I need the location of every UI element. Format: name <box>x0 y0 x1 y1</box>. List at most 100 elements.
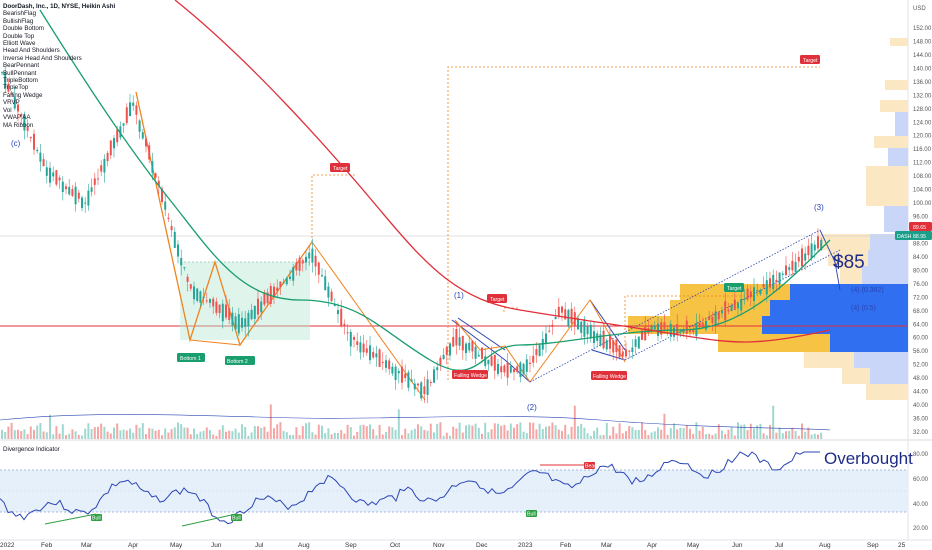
wedge1-badge[interactable]: Falling Wedge <box>452 370 488 379</box>
candle-body <box>778 272 781 285</box>
volume-bar <box>401 435 403 439</box>
price-tick: 32.00 <box>913 430 929 436</box>
volume-bar <box>663 413 666 439</box>
volume-bar <box>221 425 224 439</box>
volume-bar <box>71 429 74 439</box>
price-tick: 104.00 <box>913 188 932 194</box>
volume-bar <box>785 431 787 439</box>
candle-body <box>29 137 32 139</box>
legend-item[interactable]: TripleBottom <box>3 77 38 85</box>
candle-body <box>23 114 26 131</box>
candle-body <box>500 366 503 373</box>
legend-item[interactable]: Elliott Wave <box>3 40 36 48</box>
volume-bar <box>97 426 99 439</box>
price-tick: 152.00 <box>913 26 932 32</box>
volume-bar <box>20 431 23 439</box>
volume-bar <box>4 432 7 439</box>
candle-body <box>279 281 282 288</box>
candle-body <box>497 364 499 374</box>
candle-body <box>324 276 327 291</box>
volume-bar <box>93 427 96 439</box>
volume-bar <box>583 427 586 439</box>
legend-item[interactable]: Falling Wedge <box>3 91 43 99</box>
candle-body <box>586 325 589 335</box>
legend-item[interactable]: VWAP AA <box>3 114 31 122</box>
candle-body <box>685 320 688 334</box>
svg-text:Target: Target <box>490 297 505 303</box>
volume-bar <box>215 435 218 439</box>
volume-bar <box>753 428 755 439</box>
time-tick: Jul <box>775 542 784 549</box>
svg-text:Bull: Bull <box>527 512 536 518</box>
volume-bar <box>794 430 797 439</box>
volume-bar <box>52 434 55 439</box>
volume-bar <box>529 422 531 439</box>
time-tick: Oct <box>390 542 400 549</box>
volume-bar <box>183 427 186 439</box>
target1-badge[interactable]: Target <box>330 163 350 172</box>
candle-body <box>343 323 346 326</box>
target2-badge[interactable]: Target <box>800 55 820 64</box>
main-pane[interactable] <box>0 0 908 440</box>
volume-bar <box>548 426 551 439</box>
candlestick-series <box>1 66 823 404</box>
candle-body <box>289 276 291 280</box>
legend-item[interactable]: BearPennant <box>3 62 40 70</box>
volume-bar <box>500 425 503 439</box>
candle-body <box>516 366 519 373</box>
legend-item[interactable]: Double Bottom <box>3 25 44 33</box>
volume-bar <box>820 432 823 439</box>
price-tick: 112.00 <box>913 161 932 167</box>
candle-body <box>602 330 605 349</box>
volume-bar <box>625 431 627 439</box>
volume-bar <box>385 432 387 439</box>
candle-body <box>589 324 592 339</box>
svg-text:Target: Target <box>803 58 818 64</box>
candle-body <box>298 257 301 271</box>
legend-item[interactable]: BullPennant <box>3 69 37 77</box>
legend-item[interactable]: Vol <box>3 106 12 114</box>
svg-text:Bull: Bull <box>232 516 241 522</box>
bottom2-badge[interactable]: Bottom 2 <box>225 356 255 365</box>
volume-bar <box>810 434 813 439</box>
volume-bar <box>759 423 762 439</box>
volume-bar <box>628 426 631 439</box>
volume-bar <box>186 427 189 439</box>
legend-item[interactable]: MA Ribbon <box>3 121 34 129</box>
volume-bar <box>33 429 35 439</box>
legend-item[interactable]: BearishFlag <box>3 10 37 18</box>
indicator-legend[interactable]: DoorDash, Inc., 1D, NYSE, Heikin Ashi Bea… <box>3 3 115 129</box>
candle-body <box>711 317 714 323</box>
volume-bar <box>55 426 58 439</box>
volume-bar <box>353 435 355 439</box>
candle-body <box>273 286 275 298</box>
target4-badge[interactable]: Target <box>724 283 744 292</box>
legend-item[interactable]: BullishFlag <box>3 17 34 25</box>
legend-item[interactable]: Double Top <box>3 32 35 40</box>
legend-item[interactable]: Inverse Head And Shoulders <box>3 54 82 62</box>
time-tick: May <box>170 542 183 549</box>
svg-text:Falling Wedge: Falling Wedge <box>593 374 626 380</box>
legend-item[interactable]: Head And Shoulders <box>3 47 60 55</box>
bottom1-badge[interactable]: Bottom 1 <box>177 353 205 362</box>
legend-item[interactable]: TripleTop <box>3 84 29 92</box>
candle-body <box>215 301 218 313</box>
wedge2-badge[interactable]: Falling Wedge <box>591 371 627 380</box>
target3-badge[interactable]: Target <box>487 294 507 303</box>
volume-bar <box>119 430 122 439</box>
volume-bar <box>554 425 557 439</box>
candle-body <box>295 262 298 271</box>
volume-bar <box>577 426 579 439</box>
volume-bar <box>647 435 650 439</box>
volume-bar <box>228 430 231 439</box>
volume-bar <box>65 435 67 439</box>
price-axis[interactable]: 152.00 148.00 144.00 140.00 136.00 132.00 128.… <box>913 26 932 436</box>
candle-body <box>103 158 106 173</box>
volume-bar <box>551 422 554 439</box>
time-tick: Sep <box>867 542 879 549</box>
candle-body <box>650 326 653 331</box>
legend-item[interactable]: VRVP <box>3 99 20 107</box>
candle-body <box>199 291 202 303</box>
time-axis[interactable]: 2022 Feb Mar Apr May Jun Jul Aug Sep Oct Nov Dec 202… <box>0 542 906 549</box>
